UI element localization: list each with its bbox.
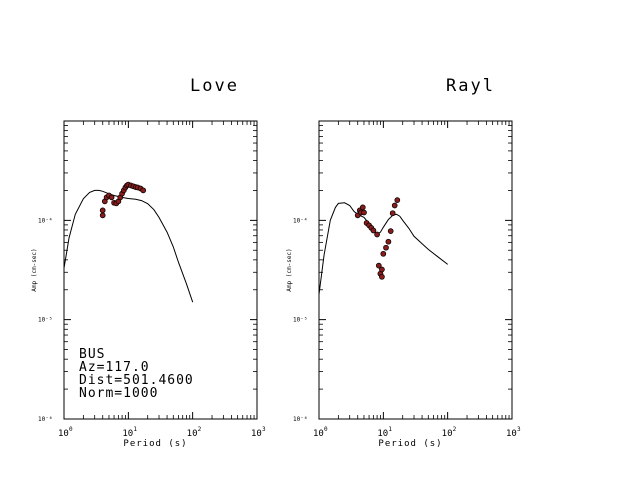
data-point: [108, 194, 115, 201]
data-point: [140, 187, 147, 194]
x-tick-label-base: 10: [442, 429, 453, 439]
distance-text: Dist=501.4600: [79, 373, 194, 388]
data-point: [374, 231, 380, 238]
x-tick-label-base: 10: [58, 429, 69, 439]
y-tick-label: 10⁻⁶: [38, 416, 52, 423]
y-tick-label: 10⁻⁵: [293, 317, 307, 324]
plot-frame: [63, 120, 258, 420]
y-tick-label: 10⁻⁴: [293, 217, 307, 224]
x-tick-label-base: 10: [506, 429, 517, 439]
x-tick-label-base: 10: [313, 429, 324, 439]
data-point: [379, 273, 385, 280]
data-point: [361, 209, 367, 216]
norm-text: Norm=1000: [79, 386, 158, 401]
data-point: [387, 228, 394, 234]
model-curve: [63, 189, 194, 303]
data-point: [99, 207, 106, 214]
data-point: [389, 210, 396, 217]
y-axis-label: Amp (cm-sec): [31, 248, 38, 291]
x-tick-label-base: 10: [122, 429, 133, 439]
data-point: [385, 238, 392, 245]
x-tick-label-exp: 1: [388, 426, 392, 433]
x-tick-label-exp: 1: [133, 426, 137, 433]
data-point: [375, 262, 382, 269]
y-tick-label: 10⁻⁵: [38, 317, 52, 324]
x-tick-label-exp: 3: [262, 426, 266, 433]
x-tick-label-base: 10: [187, 429, 198, 439]
station-info: BUS Az=117.0 Dist=501.4600 Norm=1000: [79, 347, 194, 401]
x-tick-label-exp: 2: [198, 426, 202, 433]
chart-title: Rayl: [446, 76, 495, 96]
data-point: [383, 244, 389, 251]
chart-title: Love: [190, 76, 239, 96]
x-tick-label-exp: 2: [453, 426, 457, 433]
x-axis-label: Period (s): [378, 439, 442, 449]
plot-frame: [318, 120, 513, 420]
x-tick-label-base: 10: [377, 429, 388, 439]
data-point: [391, 202, 398, 209]
data-point: [359, 204, 366, 211]
x-axis-label: Period (s): [123, 439, 187, 449]
y-tick-label: 10⁻⁴: [38, 217, 52, 224]
data-point: [370, 227, 377, 234]
data-point: [379, 266, 385, 273]
x-tick-label-exp: 0: [69, 426, 73, 433]
x-tick-label-base: 10: [251, 429, 262, 439]
data-point: [394, 197, 401, 203]
y-tick-label: 10⁻⁶: [293, 416, 307, 423]
station-name: BUS: [79, 347, 105, 362]
x-tick-label-exp: 3: [517, 426, 521, 433]
x-tick-label-exp: 0: [324, 426, 328, 433]
data-point: [99, 212, 106, 219]
y-axis-label: Amp (cm-sec): [286, 248, 293, 291]
azimuth-text: Az=117.0: [79, 360, 150, 375]
data-point: [380, 250, 387, 257]
